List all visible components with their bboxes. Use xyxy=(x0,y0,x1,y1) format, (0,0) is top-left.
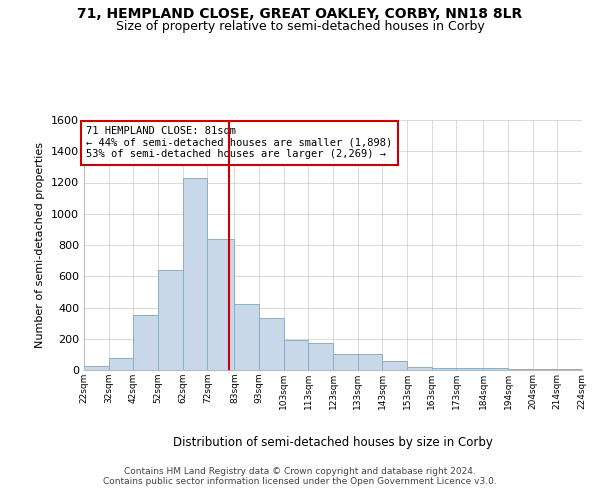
Bar xyxy=(84,366,109,370)
Bar xyxy=(158,270,182,370)
Bar xyxy=(358,354,382,370)
Text: 71, HEMPLAND CLOSE, GREAT OAKLEY, CORBY, NN18 8LR: 71, HEMPLAND CLOSE, GREAT OAKLEY, CORBY,… xyxy=(77,8,523,22)
Bar xyxy=(284,340,308,370)
Bar xyxy=(308,342,333,370)
Bar xyxy=(109,358,133,370)
Text: Contains HM Land Registry data © Crown copyright and database right 2024.: Contains HM Land Registry data © Crown c… xyxy=(124,467,476,476)
Text: Contains public sector information licensed under the Open Government Licence v3: Contains public sector information licen… xyxy=(103,477,497,486)
Bar xyxy=(182,178,207,370)
Y-axis label: Number of semi-detached properties: Number of semi-detached properties xyxy=(35,142,46,348)
Text: 71 HEMPLAND CLOSE: 81sqm
← 44% of semi-detached houses are smaller (1,898)
53% o: 71 HEMPLAND CLOSE: 81sqm ← 44% of semi-d… xyxy=(86,126,393,160)
Bar xyxy=(382,360,407,370)
Bar xyxy=(259,318,284,370)
Bar xyxy=(235,304,259,370)
Bar xyxy=(557,369,582,370)
Bar xyxy=(133,316,158,370)
Bar xyxy=(456,368,484,370)
Text: Distribution of semi-detached houses by size in Corby: Distribution of semi-detached houses by … xyxy=(173,436,493,449)
Bar xyxy=(333,354,358,370)
Bar xyxy=(431,368,456,370)
Bar xyxy=(508,369,533,370)
Bar xyxy=(407,367,431,370)
Bar xyxy=(207,239,235,370)
Bar xyxy=(533,369,557,370)
Text: Size of property relative to semi-detached houses in Corby: Size of property relative to semi-detach… xyxy=(116,20,484,33)
Bar xyxy=(484,368,508,370)
